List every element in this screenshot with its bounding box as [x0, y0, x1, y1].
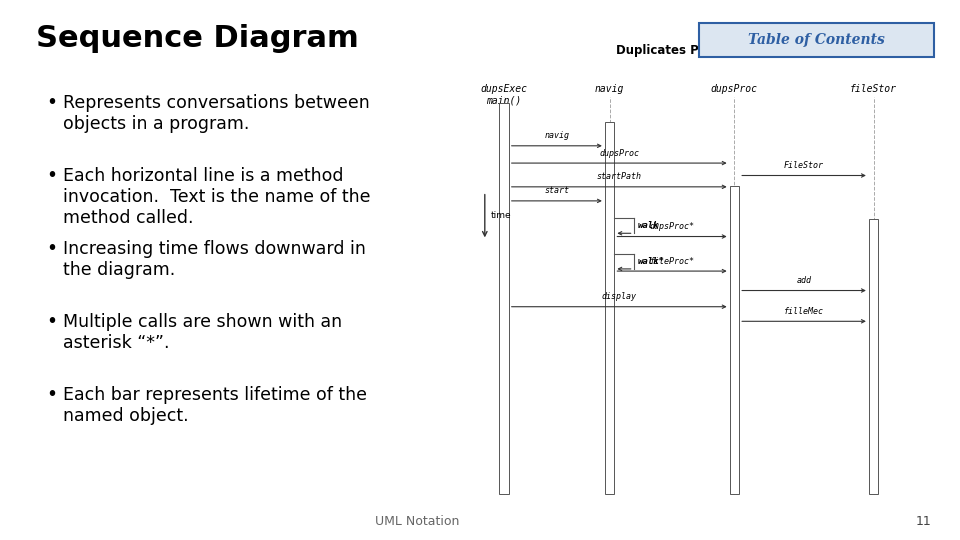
Text: Table of Contents: Table of Contents — [748, 33, 885, 47]
Text: startPath: startPath — [597, 172, 641, 181]
Text: start: start — [544, 186, 569, 195]
Text: Increasing time flows downward in
the diagram.: Increasing time flows downward in the di… — [63, 240, 366, 279]
Text: Each horizontal line is a method
invocation.  Text is the name of the
method cal: Each horizontal line is a method invocat… — [63, 167, 371, 227]
Text: Sequence Diagram: Sequence Diagram — [36, 24, 359, 53]
Text: add: add — [797, 276, 811, 285]
Text: Duplicates Processing: Duplicates Processing — [615, 44, 762, 57]
Bar — [499, 103, 509, 494]
Text: 11: 11 — [916, 515, 931, 528]
Text: time: time — [491, 212, 511, 220]
Bar — [869, 219, 878, 494]
Text: •: • — [46, 312, 58, 331]
Text: •: • — [46, 385, 58, 404]
Text: Multiple calls are shown with an
asterisk “*”.: Multiple calls are shown with an asteris… — [63, 313, 343, 352]
Text: navig: navig — [544, 131, 569, 140]
Text: walk: walk — [637, 221, 659, 230]
Bar — [730, 186, 739, 494]
Text: display: display — [602, 292, 636, 301]
Text: walk*: walk* — [637, 257, 664, 266]
Text: dupsExec
main(): dupsExec main() — [481, 84, 527, 105]
Text: dupsProc: dupsProc — [711, 84, 757, 94]
Text: Each bar represents lifetime of the
named object.: Each bar represents lifetime of the name… — [63, 386, 368, 425]
Text: UML Notation: UML Notation — [375, 515, 460, 528]
Bar — [605, 122, 614, 494]
Text: FileStor: FileStor — [784, 161, 824, 170]
Text: •: • — [46, 166, 58, 185]
Text: filleMec: filleMec — [784, 307, 824, 316]
Text: navig: navig — [595, 84, 624, 94]
Text: fileProc*: fileProc* — [650, 256, 694, 266]
FancyBboxPatch shape — [699, 23, 934, 57]
Text: dupsProc*: dupsProc* — [650, 222, 694, 231]
Text: fileStor: fileStor — [851, 84, 897, 94]
Text: Represents conversations between
objects in a program.: Represents conversations between objects… — [63, 94, 371, 133]
Text: •: • — [46, 93, 58, 112]
Text: dupsProc: dupsProc — [599, 148, 639, 158]
Text: •: • — [46, 239, 58, 258]
